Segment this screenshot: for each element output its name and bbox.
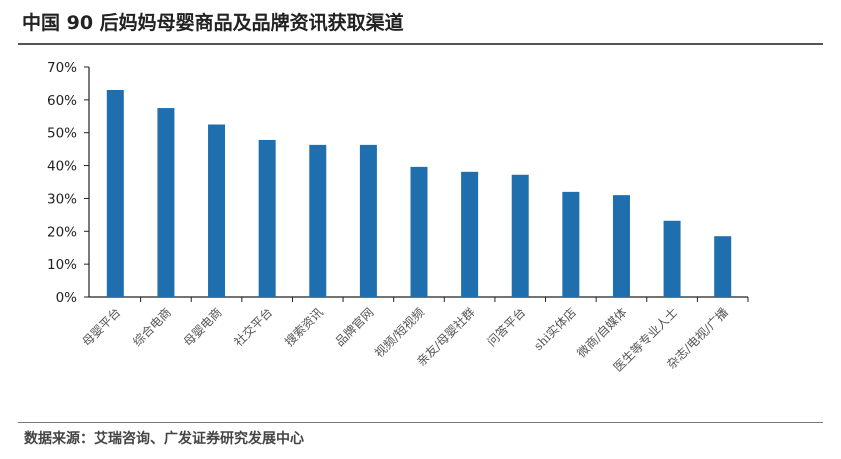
chart-bars	[106, 90, 732, 297]
bar	[612, 195, 630, 297]
bar	[663, 220, 681, 297]
bar	[157, 108, 175, 297]
bar	[410, 166, 428, 297]
y-tick-label: 70%	[47, 60, 77, 76]
source-note: 数据来源：艾瑞咨询、广发证券研究发展中心	[24, 431, 304, 447]
y-tick-label: 40%	[47, 159, 77, 175]
y-tick-label: 50%	[47, 126, 77, 142]
bar-chart: 0% 10% 20% 30% 40% 50% 60% 70% 母婴平台 综合电商 母婴电商 社交平台搜…	[47, 60, 749, 375]
x-tick-label: 社交平台	[231, 305, 276, 350]
footer-divider	[18, 422, 823, 423]
y-tick-label: 60%	[47, 93, 77, 109]
y-tick-label: 20%	[47, 224, 77, 240]
bar	[106, 90, 124, 297]
bar	[258, 139, 276, 297]
x-tick-label: 视频/短视频	[371, 305, 427, 361]
x-tick-label: 微商/自媒体	[574, 305, 630, 361]
bar	[714, 236, 732, 297]
bar	[461, 171, 479, 297]
bar	[309, 144, 327, 297]
y-tick-label: 10%	[47, 257, 77, 273]
title-divider	[18, 43, 823, 45]
chart-title: 中国 90 后妈妈母婴商品及品牌资讯获取渠道	[22, 12, 404, 34]
x-tick-label: 问答平台	[484, 305, 529, 350]
x-tick-label: 综合电商	[129, 305, 174, 350]
x-tick-label: 品牌官网	[332, 305, 377, 350]
y-tick-label: 30%	[47, 191, 77, 207]
x-tick-label: 搜索资讯	[281, 305, 326, 350]
x-tick-label: 母婴平台	[79, 305, 124, 350]
bar	[511, 174, 529, 297]
x-tick-label: shi实体店	[530, 305, 579, 354]
y-tick-label: 0%	[56, 290, 78, 306]
x-tick-label: 母婴电商	[180, 305, 225, 350]
bar	[208, 124, 226, 297]
bar	[359, 144, 377, 297]
bar	[562, 191, 580, 297]
